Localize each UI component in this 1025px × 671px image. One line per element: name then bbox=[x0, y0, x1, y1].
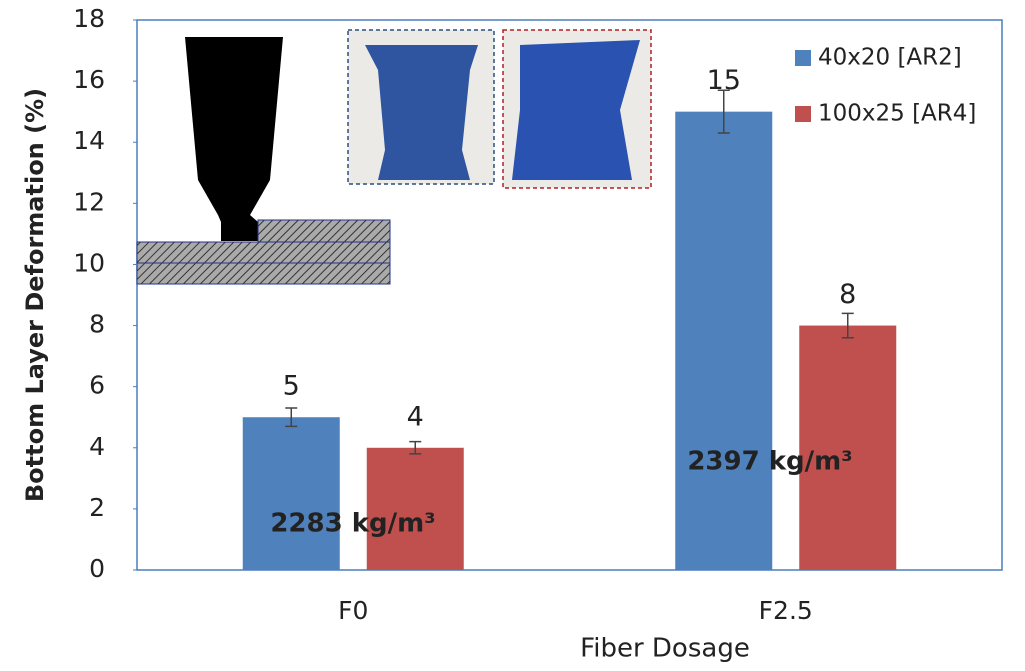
bar bbox=[243, 417, 340, 570]
data-label: 5 bbox=[283, 371, 300, 402]
y-tick-label: 0 bbox=[89, 554, 105, 583]
chart: Fiber Dosage Bottom Layer Deformation (%… bbox=[0, 0, 1025, 667]
data-label: 15 bbox=[707, 65, 741, 96]
y-tick-label: 8 bbox=[89, 310, 105, 339]
y-tick-label: 6 bbox=[89, 371, 105, 400]
legend-label: 40x20 [AR2] bbox=[818, 45, 962, 71]
y-tick-label: 16 bbox=[73, 65, 105, 94]
legend-swatch bbox=[795, 50, 811, 66]
y-tick-label: 2 bbox=[89, 493, 105, 522]
x-tick-label: F2.5 bbox=[759, 596, 813, 625]
y-tick-label: 12 bbox=[73, 187, 105, 216]
y-tick-label: 14 bbox=[73, 126, 105, 155]
y-axis-title: Bottom Layer Deformation (%) bbox=[21, 88, 49, 502]
bar bbox=[675, 112, 772, 570]
inset-photo bbox=[348, 30, 651, 188]
data-label: 8 bbox=[839, 279, 856, 310]
legend-label: 100x25 [AR4] bbox=[818, 101, 976, 127]
y-tick-label: 10 bbox=[73, 248, 105, 277]
y-tick-label: 18 bbox=[73, 4, 105, 33]
annotation: 2397 kg/m³ bbox=[687, 447, 852, 477]
annotation: 2283 kg/m³ bbox=[270, 509, 435, 539]
x-axis-title: Fiber Dosage bbox=[580, 634, 750, 664]
legend-swatch bbox=[795, 106, 811, 122]
data-label: 4 bbox=[407, 401, 424, 432]
x-tick-label: F0 bbox=[338, 596, 368, 625]
y-tick-label: 4 bbox=[89, 432, 105, 461]
